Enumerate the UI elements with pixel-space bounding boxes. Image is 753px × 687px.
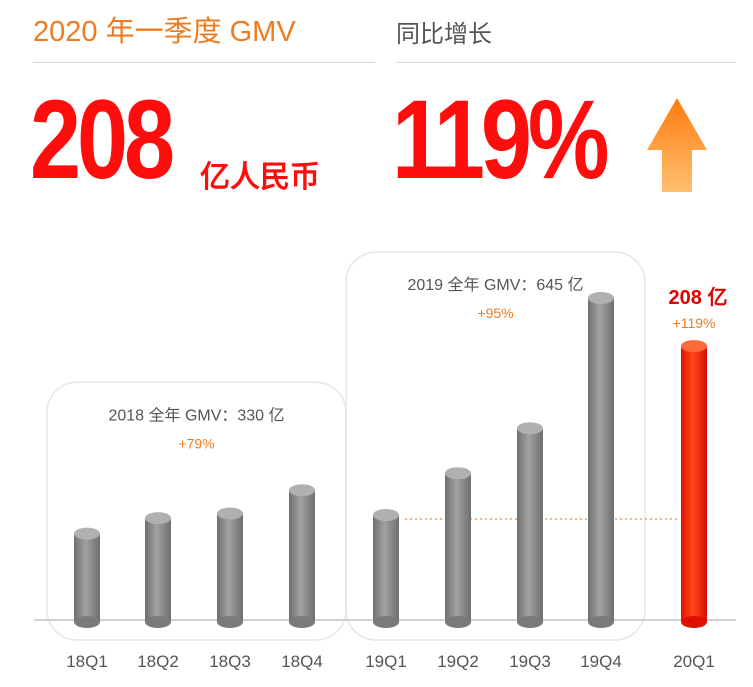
group-label-1: 2019 全年 GMV：645 亿 xyxy=(407,276,583,294)
bar-18Q1 xyxy=(74,527,100,628)
bar-body-19Q1 xyxy=(373,515,399,622)
bar-base-18Q2 xyxy=(145,616,171,628)
bar-19Q2 xyxy=(445,467,471,628)
growth-header-title: 同比增长 xyxy=(396,21,492,48)
bar-cap-19Q2 xyxy=(445,467,471,480)
bar-18Q3 xyxy=(217,507,243,628)
bar-body-18Q1 xyxy=(74,533,100,622)
bar-cap-18Q2 xyxy=(145,512,171,525)
bar-cap-18Q1 xyxy=(74,527,100,540)
bar-base-19Q2 xyxy=(445,616,471,628)
highlight-value-label: 208 亿 xyxy=(669,285,728,309)
bar-19Q1 xyxy=(373,509,399,628)
growth-up-arrow-icon xyxy=(647,98,707,192)
bar-cap-20Q1 xyxy=(681,340,707,353)
tick-label-18Q1: 18Q1 xyxy=(66,652,108,671)
bar-19Q4 xyxy=(588,292,614,628)
growth-value: 119% xyxy=(392,77,610,202)
bar-20Q1 xyxy=(681,340,707,628)
left-header-divider xyxy=(33,62,375,63)
bar-cap-19Q1 xyxy=(373,509,399,522)
tick-label-19Q1: 19Q1 xyxy=(365,652,407,671)
bar-base-19Q1 xyxy=(373,616,399,628)
bar-body-19Q4 xyxy=(588,298,614,622)
highlight-growth-label: +119% xyxy=(673,315,716,331)
bar-19Q3 xyxy=(517,422,543,628)
tick-label-19Q2: 19Q2 xyxy=(437,652,479,671)
bar-base-19Q3 xyxy=(517,616,543,628)
bar-base-18Q1 xyxy=(74,616,100,628)
bar-body-18Q3 xyxy=(217,513,243,622)
bar-body-18Q2 xyxy=(145,518,171,622)
bar-body-20Q1 xyxy=(681,346,707,622)
bar-18Q4 xyxy=(289,484,315,628)
bar-cap-18Q4 xyxy=(289,484,315,497)
tick-label-18Q2: 18Q2 xyxy=(137,652,179,671)
bar-base-19Q4 xyxy=(588,616,614,628)
group-growth-0: +79% xyxy=(178,435,214,451)
bar-base-20Q1 xyxy=(681,616,707,628)
group-label-0: 2018 全年 GMV：330 亿 xyxy=(108,406,284,424)
tick-label-19Q3: 19Q3 xyxy=(509,652,551,671)
tick-label-19Q4: 19Q4 xyxy=(580,652,622,671)
bar-body-18Q4 xyxy=(289,490,315,622)
tick-label-18Q4: 18Q4 xyxy=(281,652,323,671)
tick-label-20Q1: 20Q1 xyxy=(673,652,715,671)
bar-18Q2 xyxy=(145,512,171,628)
tick-label-18Q3: 18Q3 xyxy=(209,652,251,671)
bar-cap-18Q3 xyxy=(217,507,243,520)
bar-cap-19Q3 xyxy=(517,422,543,435)
bar-base-18Q3 xyxy=(217,616,243,628)
gmv-header-title: 2020 年一季度 GMV xyxy=(33,16,296,48)
bar-base-18Q4 xyxy=(289,616,315,628)
bar-body-19Q2 xyxy=(445,473,471,622)
group-growth-1: +95% xyxy=(477,305,513,321)
gmv-unit: 亿人民币 xyxy=(200,161,320,194)
group-box-1 xyxy=(345,251,646,641)
gmv-value: 208 xyxy=(30,77,175,202)
bar-cap-19Q4 xyxy=(588,292,614,305)
bar-body-19Q3 xyxy=(517,428,543,622)
right-header-divider xyxy=(396,62,736,63)
